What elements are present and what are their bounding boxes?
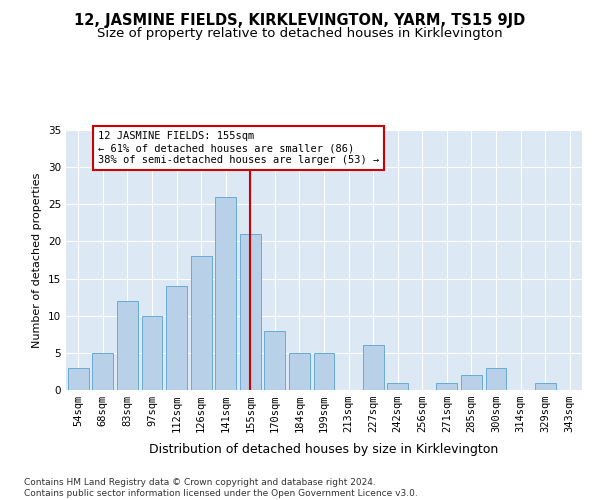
Text: 12 JASMINE FIELDS: 155sqm
← 61% of detached houses are smaller (86)
38% of semi-: 12 JASMINE FIELDS: 155sqm ← 61% of detac…: [98, 132, 379, 164]
Bar: [387, 382, 408, 390]
Bar: [117, 301, 138, 390]
Bar: [68, 368, 89, 390]
Bar: [240, 234, 261, 390]
Text: Size of property relative to detached houses in Kirklevington: Size of property relative to detached ho…: [97, 28, 503, 40]
Bar: [535, 382, 556, 390]
Bar: [485, 368, 506, 390]
Bar: [191, 256, 212, 390]
Bar: [289, 353, 310, 390]
Bar: [461, 375, 482, 390]
Bar: [362, 346, 383, 390]
Bar: [92, 353, 113, 390]
Text: Contains HM Land Registry data © Crown copyright and database right 2024.
Contai: Contains HM Land Registry data © Crown c…: [24, 478, 418, 498]
X-axis label: Distribution of detached houses by size in Kirklevington: Distribution of detached houses by size …: [149, 444, 499, 456]
Bar: [215, 197, 236, 390]
Bar: [166, 286, 187, 390]
Bar: [142, 316, 163, 390]
Bar: [265, 330, 286, 390]
Y-axis label: Number of detached properties: Number of detached properties: [32, 172, 43, 348]
Text: 12, JASMINE FIELDS, KIRKLEVINGTON, YARM, TS15 9JD: 12, JASMINE FIELDS, KIRKLEVINGTON, YARM,…: [74, 12, 526, 28]
Bar: [436, 382, 457, 390]
Bar: [314, 353, 334, 390]
